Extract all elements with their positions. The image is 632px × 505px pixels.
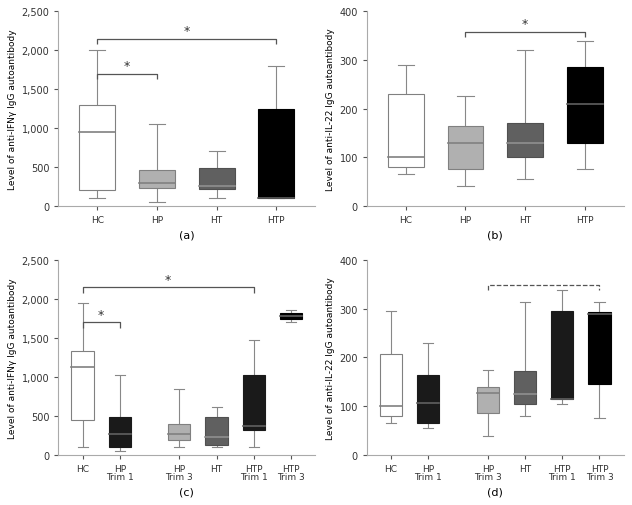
X-axis label: (c): (c) bbox=[179, 487, 194, 497]
Bar bbox=[551, 312, 573, 399]
Text: *: * bbox=[98, 308, 104, 321]
Bar bbox=[198, 169, 234, 190]
Bar bbox=[79, 106, 115, 191]
Text: *: * bbox=[522, 18, 528, 31]
X-axis label: (a): (a) bbox=[179, 230, 195, 240]
Y-axis label: Level of anti-IL-22 IgG autoantibody: Level of anti-IL-22 IgG autoantibody bbox=[326, 28, 335, 190]
Bar bbox=[109, 418, 131, 447]
Bar bbox=[477, 387, 499, 414]
Y-axis label: Level of anti-IFNγ IgG autoantibody: Level of anti-IFNγ IgG autoantibody bbox=[8, 29, 17, 189]
Bar bbox=[388, 95, 423, 168]
Bar bbox=[417, 376, 439, 423]
Text: *: * bbox=[184, 25, 190, 38]
Bar bbox=[139, 171, 175, 189]
Bar bbox=[243, 376, 265, 430]
Bar bbox=[567, 68, 603, 143]
Bar bbox=[380, 355, 403, 416]
X-axis label: (d): (d) bbox=[487, 487, 503, 497]
Bar bbox=[71, 351, 94, 420]
Bar bbox=[514, 371, 536, 404]
Bar bbox=[168, 425, 190, 440]
Text: *: * bbox=[165, 273, 171, 286]
Bar bbox=[588, 313, 611, 384]
Y-axis label: Level of anti-IFNγ IgG autoantibody: Level of anti-IFNγ IgG autoantibody bbox=[8, 278, 17, 438]
Text: *: * bbox=[124, 60, 130, 73]
Bar bbox=[258, 110, 295, 199]
Y-axis label: Level of anti-IL-22 IgG autoantibody: Level of anti-IL-22 IgG autoantibody bbox=[326, 277, 335, 439]
X-axis label: (b): (b) bbox=[487, 230, 503, 240]
Bar bbox=[205, 417, 228, 445]
Bar bbox=[280, 314, 302, 319]
Bar bbox=[447, 126, 483, 170]
Bar bbox=[507, 124, 543, 158]
